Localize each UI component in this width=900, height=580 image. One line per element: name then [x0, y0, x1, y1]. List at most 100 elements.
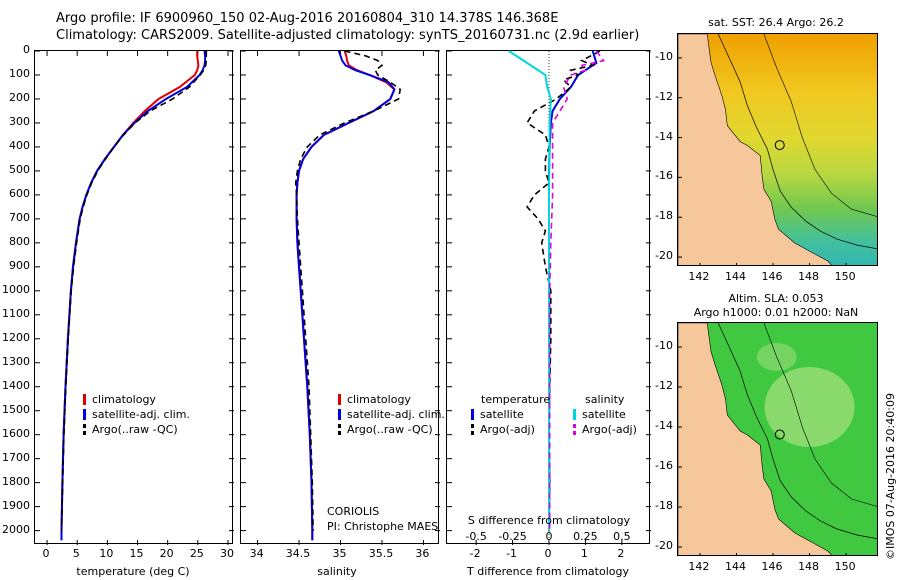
- x-tick-label: -2: [469, 547, 481, 560]
- lat-tick-label: -16: [655, 169, 673, 183]
- legend-argo: Argo(..raw -QC): [347, 423, 433, 436]
- x-tick-label: 15: [129, 547, 144, 560]
- depth-tick-label: 500: [9, 162, 30, 176]
- legend-satellite-swatch: [338, 409, 341, 420]
- depth-tick-label: 1300: [2, 354, 30, 368]
- sst-map-title: sat. SST: 26.4 Argo: 26.2: [708, 16, 844, 29]
- sla-anomaly: [764, 367, 855, 447]
- x-tick-label: 2: [617, 547, 625, 560]
- x-tick-label: 0: [544, 547, 552, 560]
- legend-t-satellite-swatch: [471, 409, 474, 420]
- lon-tick-label: 142: [688, 560, 710, 573]
- legend-climatology-swatch: [338, 394, 341, 405]
- s-tick-label: 0.25: [573, 530, 598, 543]
- shelf-contour: [717, 34, 877, 250]
- salinity-panel: climatology satellite-adj. clim. Argo(..…: [240, 50, 445, 545]
- depth-tick-label: 200: [9, 90, 30, 104]
- x-tick-label: 1: [580, 547, 588, 560]
- lon-tick-label: 146: [761, 270, 783, 283]
- depth-tick-label: 1800: [2, 474, 30, 488]
- legend-t-argo: Argo(-adj): [480, 423, 535, 436]
- x-tick-label: 34: [249, 547, 264, 560]
- salinity-plot: [241, 50, 440, 545]
- depth-tick-label: 1700: [2, 450, 30, 464]
- lon-tick-label: 144: [724, 560, 746, 573]
- depth-tick-label: 800: [9, 234, 30, 248]
- legend-salinity-heading: salinity: [585, 393, 625, 406]
- lon-tick-label: 148: [798, 560, 820, 573]
- sla-map-canvas: [678, 323, 877, 555]
- x-tick-label: -1: [506, 547, 518, 560]
- x-tick-label: 35: [332, 547, 347, 560]
- s-tick-label: 0: [545, 530, 553, 543]
- lat-tick-label: -16: [655, 459, 673, 472]
- temperature-xlabel: temperature (deg C): [76, 565, 190, 578]
- lat-tick-label: -10: [655, 339, 673, 352]
- lon-tick-label: 144: [724, 270, 746, 283]
- series-line-s-satellite: [508, 50, 552, 531]
- salinity-xlabel: salinity: [317, 565, 357, 578]
- temperature-plot: [35, 50, 234, 545]
- series-line-argo-raw-qc-: [60, 51, 208, 531]
- s-tick-label: -0.5: [465, 530, 487, 543]
- depth-tick-label: 1400: [2, 378, 30, 392]
- legend-satellite: satellite-adj. clim.: [347, 408, 445, 421]
- difference-plot: [447, 50, 651, 545]
- lat-tick-label: -10: [655, 49, 673, 63]
- sst-map: [677, 33, 878, 266]
- legend-satellite: satellite-adj. clim.: [92, 408, 190, 421]
- x-tick-label: 0: [42, 547, 50, 560]
- land-mass: [678, 34, 832, 265]
- lon-tick-label: 148: [798, 270, 820, 283]
- x-tick-label: 20: [159, 547, 174, 560]
- depth-tick-label: 600: [9, 186, 30, 200]
- lat-tick-label: -14: [655, 419, 673, 432]
- lat-tick-label: -18: [655, 499, 673, 512]
- argo-location-marker: [774, 429, 785, 440]
- lat-tick-label: -14: [655, 129, 673, 143]
- legend-temperature-heading: temperature: [481, 393, 551, 406]
- legend-climatology-swatch: [83, 394, 86, 405]
- legend-argo-swatch: [83, 424, 86, 435]
- lon-tick-label: 150: [834, 560, 856, 573]
- difference-panel: temperature satellite Argo(-adj) salinit…: [446, 50, 651, 545]
- sla-map-subtitle: Argo h1000: 0.01 h2000: NaN: [693, 306, 859, 319]
- depth-tick-label: 1200: [2, 330, 30, 344]
- legend-climatology: climatology: [92, 393, 156, 406]
- legend-climatology: climatology: [347, 393, 411, 406]
- legend-satellite-swatch: [83, 409, 86, 420]
- temperature-diff-legend: temperature satellite Argo(-adj): [471, 392, 550, 437]
- depth-tick-label: 0: [23, 43, 30, 56]
- deep-contour: [763, 34, 877, 217]
- depth-tick-label: 400: [9, 138, 30, 152]
- lat-tick-label: -12: [655, 379, 673, 392]
- depth-tick-label: 2000: [2, 522, 30, 536]
- imos-credit: ©IMOS 07-Aug-2016 20:40:09: [884, 393, 897, 560]
- depth-tick-label: 1500: [2, 402, 30, 416]
- x-tick-label: 35.5: [368, 547, 394, 560]
- depth-tick-label: 1100: [2, 306, 30, 320]
- land-mass: [678, 323, 832, 555]
- x-tick-label: 30: [219, 547, 234, 560]
- temperature-legend: climatology satellite-adj. clim. Argo(..…: [83, 392, 190, 437]
- s-tick-label: 0.5: [613, 530, 631, 543]
- legend-argo: Argo(..raw -QC): [92, 423, 178, 436]
- sla-map-title: Altim. SLA: 0.053: [728, 292, 824, 305]
- lat-tick-label: -20: [655, 249, 673, 263]
- series-line-s-argo: [548, 50, 605, 531]
- lon-tick-label: 150: [834, 270, 856, 283]
- sla-map: [677, 322, 878, 556]
- depth-tick-label: 1600: [2, 426, 30, 440]
- depth-tick-label: 1900: [2, 498, 30, 512]
- deep-contour: [763, 323, 877, 507]
- series-line-argo-raw-qc-: [294, 50, 402, 531]
- series-line-t-argo: [526, 50, 601, 531]
- lat-tick-label: -18: [655, 209, 673, 223]
- salinity-legend: climatology satellite-adj. clim. Argo(..…: [338, 392, 445, 437]
- lat-tick-label: -12: [655, 89, 673, 103]
- legend-argo-swatch: [338, 424, 341, 435]
- sst-map-canvas: [678, 34, 877, 265]
- institution-label: CORIOLIS: [327, 505, 380, 518]
- x-tick-label: 34.5: [285, 547, 311, 560]
- depth-tick-label: 1000: [2, 282, 30, 296]
